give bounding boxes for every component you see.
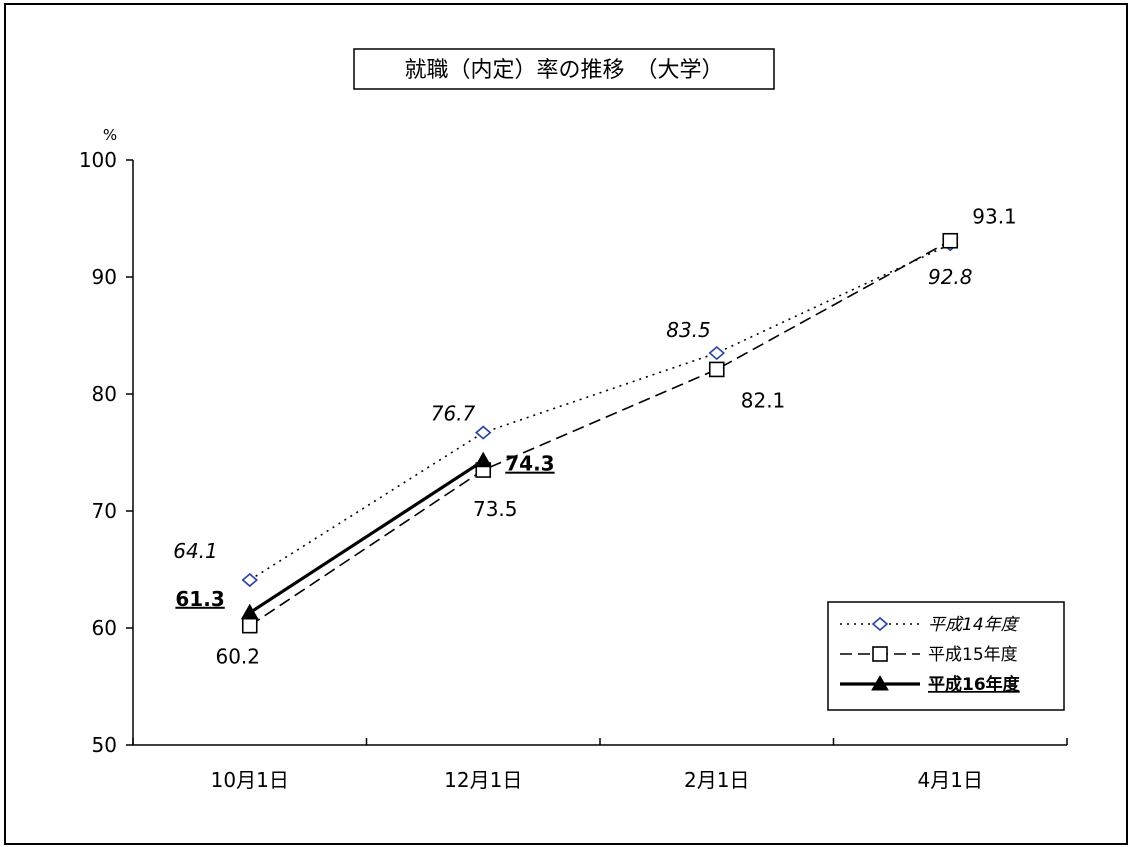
x-tick-label: 2月1日 bbox=[684, 768, 749, 792]
x-tick-label: 4月1日 bbox=[918, 768, 983, 792]
data-label: 60.2 bbox=[215, 645, 260, 669]
y-axis-unit-label: % bbox=[103, 126, 117, 144]
chart-title: 就職（内定）率の推移 （大学） bbox=[404, 58, 723, 83]
legend-label-3: 平成16年度 bbox=[928, 674, 1021, 695]
y-tick-label: 70 bbox=[92, 499, 117, 523]
data-label: 92.8 bbox=[928, 265, 973, 289]
series-point-2 bbox=[942, 232, 959, 249]
y-tick-label: 60 bbox=[92, 616, 117, 640]
x-tick-label: 12月1日 bbox=[444, 768, 522, 792]
chart-title-group: 就職（内定）率の推移 （大学） bbox=[353, 48, 775, 90]
chart-title-box bbox=[353, 48, 775, 90]
x-tick-label: 10月1日 bbox=[211, 768, 289, 792]
legend-marker-2 bbox=[872, 646, 888, 662]
axes: 50 60 70 80 90 100 10月1日 12月1日 2月1日 4月1日 bbox=[79, 148, 1068, 792]
data-label: 93.1 bbox=[972, 205, 1017, 229]
series-line-3 bbox=[248, 459, 485, 615]
series-group bbox=[240, 232, 959, 634]
series-point-1 bbox=[241, 572, 258, 588]
data-label: 76.7 bbox=[431, 402, 476, 426]
series-point-3 bbox=[474, 451, 493, 468]
y-tick-label: 100 bbox=[79, 148, 117, 172]
legend-label-1: 平成14年度 bbox=[928, 615, 1021, 635]
y-tick-label: 50 bbox=[92, 733, 117, 757]
series-point-2 bbox=[241, 617, 258, 634]
series-point-1 bbox=[475, 425, 492, 440]
data-label: 61.3 bbox=[175, 587, 224, 611]
legend-box bbox=[827, 601, 1065, 711]
series-point-2 bbox=[708, 361, 725, 378]
data-label: 83.5 bbox=[666, 318, 711, 342]
series-line-2 bbox=[249, 240, 951, 627]
y-tick-label: 90 bbox=[92, 265, 117, 289]
series-point-3 bbox=[240, 603, 259, 620]
data-label: 73.5 bbox=[473, 497, 518, 521]
legend-label-2: 平成15年度 bbox=[928, 645, 1018, 665]
y-tick-label: 80 bbox=[92, 382, 117, 406]
legend-marker-3 bbox=[871, 674, 889, 691]
series-point-1 bbox=[708, 345, 725, 361]
data-label: 74.3 bbox=[505, 452, 554, 476]
data-labels: 64.1 76.7 83.5 92.8 60.2 73.5 82.1 93.1 61.3 74.3 bbox=[173, 205, 1017, 669]
data-label: 64.1 bbox=[173, 539, 218, 563]
legend-marker-1 bbox=[871, 616, 889, 632]
series-line-1 bbox=[249, 243, 951, 581]
data-label: 82.1 bbox=[741, 388, 786, 412]
